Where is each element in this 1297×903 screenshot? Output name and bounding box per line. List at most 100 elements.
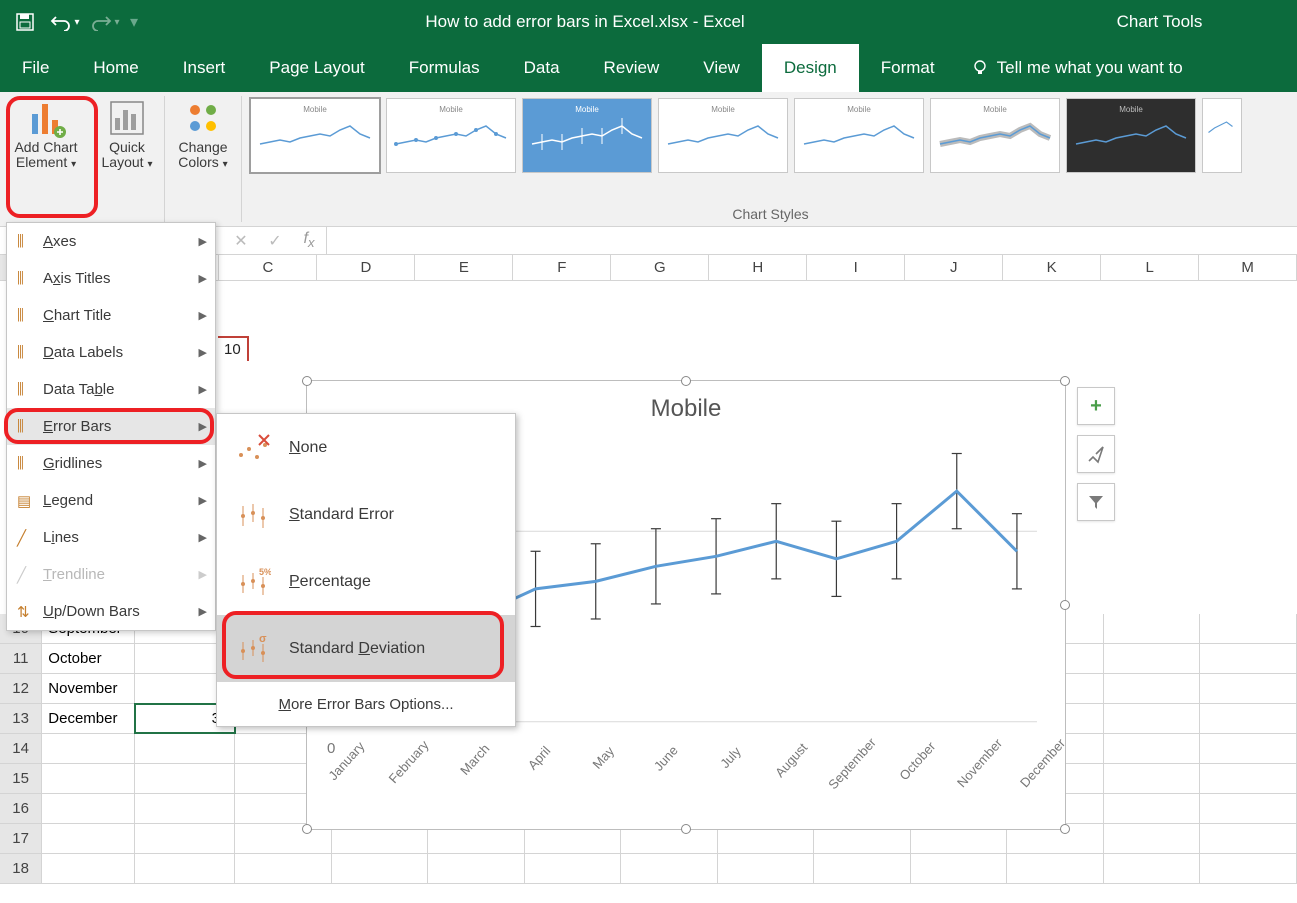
undo-icon[interactable]: ▾ <box>50 7 80 37</box>
cell[interactable] <box>1104 854 1201 883</box>
chart-filter-button[interactable] <box>1077 483 1115 521</box>
cell[interactable] <box>1104 614 1201 643</box>
tab-format[interactable]: Format <box>859 44 957 92</box>
change-colors-button[interactable]: Change Colors ▾ <box>167 92 239 226</box>
menu-chart-title[interactable]: ⫼Chart Title▶ <box>7 297 215 334</box>
cell[interactable] <box>135 824 235 853</box>
menu-axis-titles[interactable]: ⫼Axis Titles▶ <box>7 260 215 297</box>
enter-icon[interactable]: ✓ <box>258 231 292 251</box>
cell[interactable] <box>135 734 235 763</box>
col-m[interactable]: M <box>1199 255 1297 280</box>
tab-formulas[interactable]: Formulas <box>387 44 502 92</box>
cell[interactable] <box>1104 674 1201 703</box>
chart-style-6[interactable]: Mobile <box>930 98 1060 173</box>
tab-view[interactable]: View <box>681 44 762 92</box>
col-h[interactable]: H <box>709 255 807 280</box>
add-chart-element-button[interactable]: Add Chart Element ▾ <box>0 92 92 226</box>
tell-me-search[interactable]: Tell me what you want to <box>957 44 1197 92</box>
cell[interactable] <box>1104 644 1201 673</box>
cell[interactable] <box>1104 794 1201 823</box>
cell[interactable] <box>1200 794 1297 823</box>
cell[interactable] <box>135 764 235 793</box>
row-header[interactable]: 18 <box>0 854 42 883</box>
cell[interactable] <box>1104 734 1201 763</box>
row-header[interactable]: 11 <box>0 644 42 673</box>
chart-elements-plus-button[interactable]: + <box>1077 387 1115 425</box>
col-k[interactable]: K <box>1003 255 1101 280</box>
row-header[interactable]: 17 <box>0 824 42 853</box>
row-header[interactable]: 15 <box>0 764 42 793</box>
cell[interactable] <box>1200 764 1297 793</box>
col-j[interactable]: J <box>905 255 1003 280</box>
cell[interactable] <box>718 854 815 883</box>
cell[interactable] <box>911 854 1008 883</box>
cell[interactable] <box>525 854 622 883</box>
cell[interactable] <box>1200 854 1297 883</box>
cell[interactable] <box>621 854 718 883</box>
cell[interactable] <box>42 764 135 793</box>
quick-layout-button[interactable]: Quick Layout ▾ <box>92 92 162 226</box>
cell[interactable]: October <box>42 644 135 673</box>
row-header[interactable]: 14 <box>0 734 42 763</box>
cell[interactable] <box>42 824 135 853</box>
tab-insert[interactable]: Insert <box>161 44 248 92</box>
cell[interactable] <box>332 854 429 883</box>
col-c[interactable]: C <box>219 255 317 280</box>
menu-updown-bars[interactable]: ⇅Up/Down Bars▶ <box>7 593 215 630</box>
row-header[interactable]: 13 <box>0 704 42 733</box>
chart-style-8[interactable] <box>1202 98 1242 173</box>
cell[interactable]: December <box>42 704 135 733</box>
cell[interactable] <box>1200 704 1297 733</box>
cancel-icon[interactable]: ✕ <box>224 231 258 251</box>
redo-icon[interactable]: ▾ <box>90 7 120 37</box>
tab-page-layout[interactable]: Page Layout <box>247 44 386 92</box>
col-l[interactable]: L <box>1101 255 1199 280</box>
cell[interactable] <box>1200 824 1297 853</box>
tab-home[interactable]: Home <box>71 44 160 92</box>
menu-data-labels[interactable]: ⫼Data Labels▶ <box>7 334 215 371</box>
col-i[interactable]: I <box>807 255 905 280</box>
cell[interactable] <box>428 854 525 883</box>
formula-input[interactable] <box>326 227 1297 254</box>
menu-data-table[interactable]: ⫼Data Table▶ <box>7 371 215 408</box>
cell[interactable] <box>235 854 332 883</box>
col-f[interactable]: F <box>513 255 611 280</box>
chart-style-3[interactable]: Mobile <box>522 98 652 173</box>
cell[interactable] <box>814 854 911 883</box>
cell[interactable]: November <box>42 674 135 703</box>
menu-axes[interactable]: ⫼Axes▶ <box>7 223 215 260</box>
col-e[interactable]: E <box>415 255 513 280</box>
chart-style-4[interactable]: Mobile <box>658 98 788 173</box>
menu-legend[interactable]: ▤Legend▶ <box>7 482 215 519</box>
tab-data[interactable]: Data <box>502 44 582 92</box>
submenu-more-options[interactable]: More Error Bars Options... <box>217 682 515 726</box>
submenu-standard-error[interactable]: Standard Error <box>217 481 515 548</box>
cell[interactable] <box>1200 674 1297 703</box>
tab-file[interactable]: File <box>0 44 71 92</box>
chart-style-1[interactable]: Mobile <box>250 98 380 173</box>
menu-gridlines[interactable]: ⫼Gridlines▶ <box>7 445 215 482</box>
col-g[interactable]: G <box>611 255 709 280</box>
cell[interactable] <box>42 794 135 823</box>
cell[interactable] <box>42 854 135 883</box>
fx-icon[interactable]: fx <box>292 230 326 250</box>
chart-styles-brush-button[interactable] <box>1077 435 1115 473</box>
cell[interactable] <box>135 794 235 823</box>
cell[interactable] <box>1200 644 1297 673</box>
col-d[interactable]: D <box>317 255 415 280</box>
row-header[interactable]: 16 <box>0 794 42 823</box>
submenu-percentage[interactable]: 5% Percentage <box>217 548 515 615</box>
cell[interactable] <box>1104 704 1201 733</box>
submenu-standard-deviation[interactable]: σ Standard Deviation <box>217 615 515 682</box>
chart-style-7[interactable]: Mobile <box>1066 98 1196 173</box>
cell[interactable] <box>1200 614 1297 643</box>
cell[interactable] <box>1200 734 1297 763</box>
cell[interactable] <box>1104 764 1201 793</box>
cell[interactable] <box>42 734 135 763</box>
cell[interactable] <box>135 854 235 883</box>
chart-style-2[interactable]: Mobile <box>386 98 516 173</box>
menu-lines[interactable]: ╱Lines▶ <box>7 519 215 556</box>
chart-style-5[interactable]: Mobile <box>794 98 924 173</box>
row-header[interactable]: 12 <box>0 674 42 703</box>
menu-error-bars[interactable]: ⫼Error Bars▶ <box>7 408 215 445</box>
